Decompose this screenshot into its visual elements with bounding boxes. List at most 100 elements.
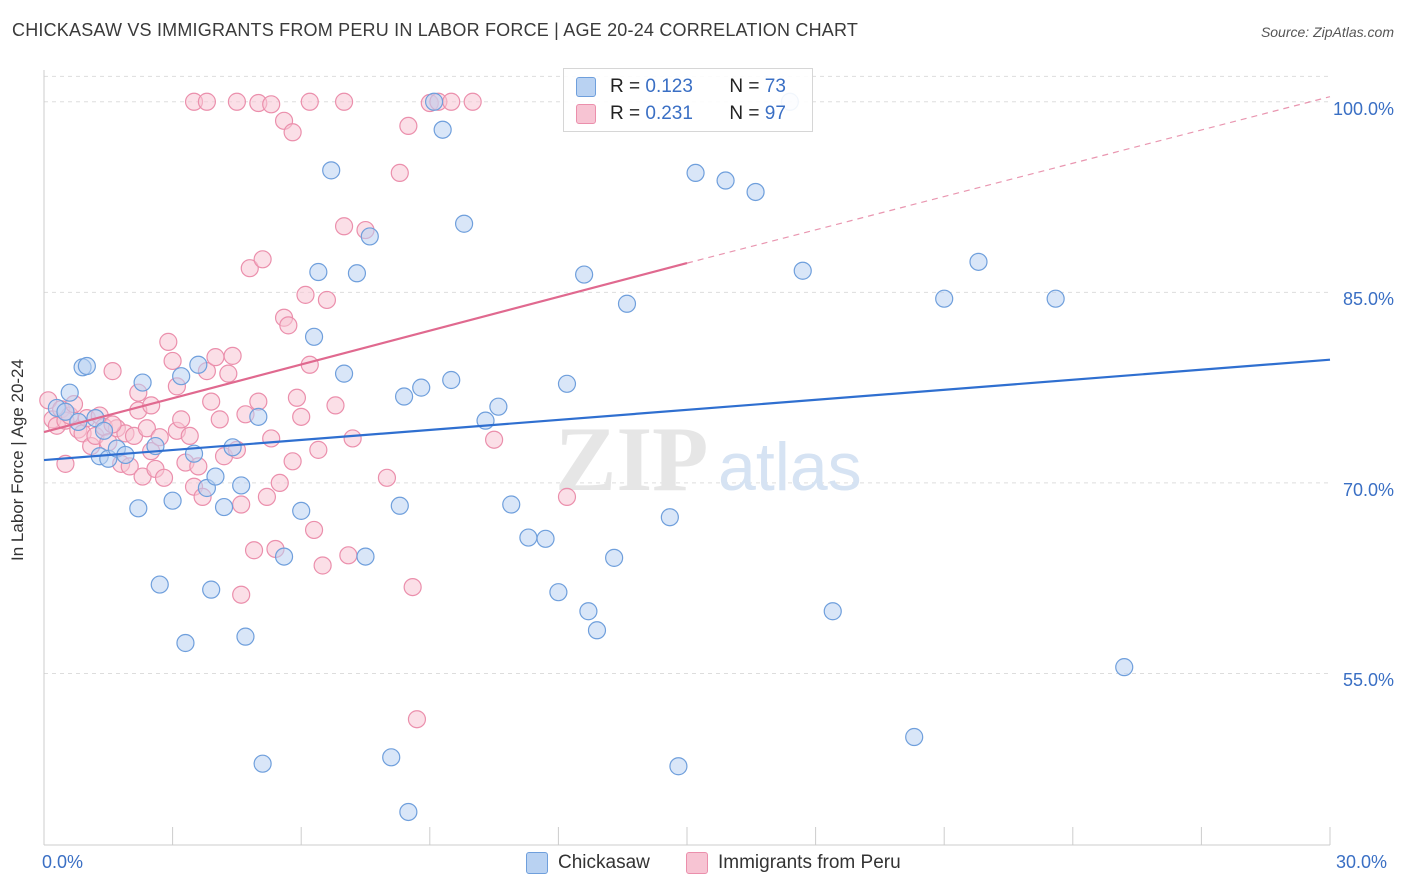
point-chickasaw [274, 547, 294, 566]
point-peru [219, 364, 238, 383]
point-chickasaw [360, 227, 379, 246]
point-peru [309, 440, 328, 459]
point-peru [326, 396, 345, 415]
legend-n-value: 73 [764, 76, 786, 97]
point-chickasaw [202, 580, 221, 599]
point-peru [313, 556, 332, 575]
point-chickasaw [56, 402, 75, 421]
point-peru [557, 487, 577, 506]
legend-swatch-pink [576, 104, 596, 124]
y-tick-label: 55.0% [1342, 670, 1394, 691]
point-peru [485, 430, 504, 449]
point-peru [292, 407, 311, 426]
point-peru [223, 346, 242, 365]
point-peru [304, 520, 324, 540]
point-chickasaw [60, 383, 79, 402]
point-peru [210, 410, 229, 429]
point-chickasaw [412, 378, 431, 397]
legend-r-value: 0.123 [645, 76, 693, 97]
point-chickasaw [716, 171, 735, 190]
point-peru [180, 426, 199, 446]
watermark-atlas: atlas [718, 429, 862, 505]
point-chickasaw [94, 421, 114, 440]
point-chickasaw [304, 327, 324, 346]
point-peru [244, 541, 264, 560]
bottom-legend-label: Immigrants from Peru [718, 852, 901, 873]
point-chickasaw [382, 748, 401, 767]
point-chickasaw [519, 528, 538, 547]
point-peru [262, 95, 281, 114]
point-chickasaw [399, 802, 418, 822]
legend-n-value: 97 [764, 103, 786, 124]
point-peru [300, 92, 319, 111]
point-chickasaw [905, 727, 924, 747]
point-peru [249, 392, 268, 411]
point-chickasaw [935, 289, 954, 308]
y-tick-label: 85.0% [1342, 289, 1394, 310]
point-peru [377, 468, 397, 487]
point-chickasaw [292, 501, 311, 520]
point-peru [287, 388, 307, 407]
point-chickasaw [394, 387, 414, 406]
point-chickasaw [189, 355, 208, 374]
point-chickasaw [605, 548, 624, 567]
legend-row-chickasaw: R = 0.123 N = 73 [576, 75, 786, 99]
point-chickasaw [969, 252, 988, 271]
bottom-legend-chickasaw: Chickasaw [526, 852, 650, 874]
legend-r-value: 0.231 [645, 103, 693, 124]
point-peru [442, 92, 461, 111]
point-chickasaw [454, 214, 474, 233]
watermark-zip: ZIP [555, 408, 708, 510]
point-chickasaw [823, 602, 842, 621]
point-chickasaw [223, 438, 242, 457]
point-peru [232, 495, 251, 514]
bottom-legend-peru: Immigrants from Peru [686, 852, 901, 874]
point-peru [407, 710, 427, 729]
point-peru [253, 250, 272, 269]
trend-line-peru [43, 262, 688, 434]
x-tick-label-max: 30.0% [1336, 852, 1388, 872]
point-chickasaw [536, 529, 555, 548]
point-chickasaw [489, 397, 508, 416]
trend-lines [43, 96, 1331, 462]
point-peru [262, 429, 281, 448]
legend-r-label: R = [610, 76, 641, 97]
point-chickasaw [129, 499, 148, 518]
y-tick-label: 70.0% [1342, 479, 1394, 500]
point-chickasaw [150, 575, 169, 594]
point-chickasaw [1115, 658, 1134, 677]
point-chickasaw [77, 356, 96, 376]
point-peru [334, 92, 354, 111]
point-peru [227, 92, 246, 111]
point-chickasaw [579, 602, 598, 621]
point-chickasaw [686, 163, 705, 183]
point-chickasaw [1046, 289, 1065, 308]
point-chickasaw [334, 364, 354, 383]
bottom-swatch-pink [686, 852, 708, 874]
trend-line-chickasaw [43, 358, 1331, 462]
point-peru [270, 473, 289, 493]
point-chickasaw [557, 374, 577, 393]
point-chickasaw [206, 467, 225, 486]
point-peru [317, 290, 337, 310]
point-peru [390, 163, 409, 183]
point-chickasaw [746, 182, 765, 202]
point-peru [403, 577, 422, 597]
point-chickasaw [424, 92, 444, 111]
point-peru [463, 92, 482, 111]
point-peru [137, 419, 156, 438]
point-peru [232, 585, 251, 604]
point-chickasaw [442, 370, 461, 390]
chart-title: CHICKASAW VS IMMIGRANTS FROM PERU IN LAB… [12, 20, 859, 40]
point-peru [283, 123, 302, 142]
point-peru [399, 116, 418, 136]
point-peru [257, 487, 277, 506]
legend-n-label: N = [729, 76, 760, 97]
point-peru [197, 92, 216, 111]
point-chickasaw [347, 264, 367, 283]
point-chickasaw [660, 508, 679, 527]
point-chickasaw [793, 261, 812, 280]
point-chickasaw [390, 496, 409, 515]
legend-n-label: N = [729, 103, 760, 124]
point-peru [240, 259, 259, 278]
